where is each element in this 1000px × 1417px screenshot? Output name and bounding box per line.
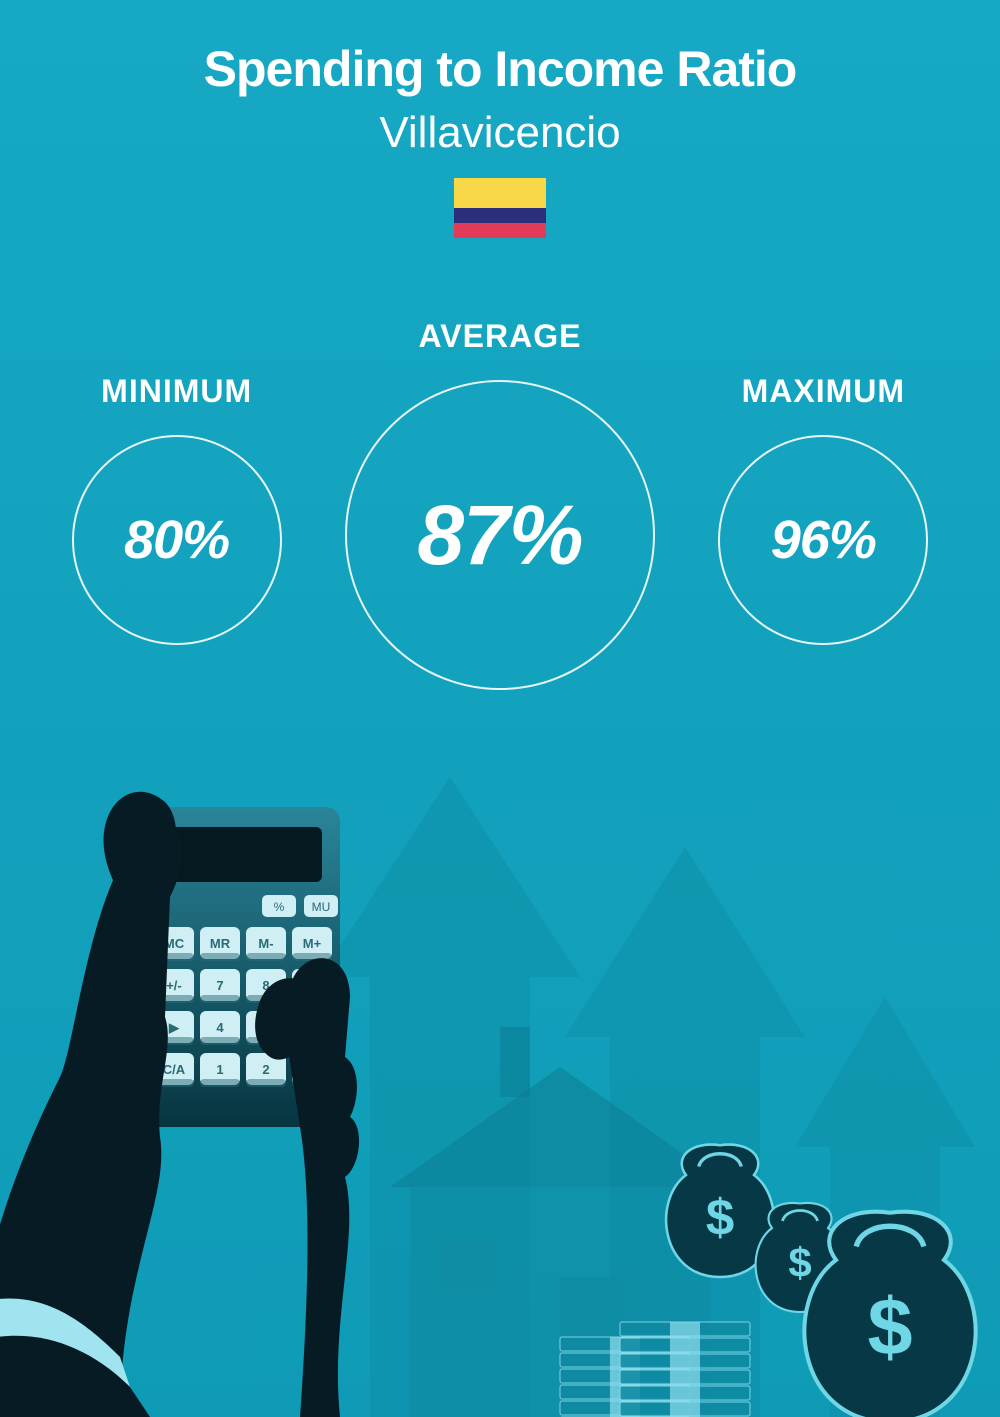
- finance-illustration: $ $ $% MU MC MR M- M+ +/- 7 8 9 ▶ 4 5 6 C/A 1 2 3: [0, 717, 1000, 1417]
- stat-circle-min: 80%: [72, 435, 282, 645]
- svg-text:5: 5: [262, 1020, 269, 1035]
- stat-avg: AVERAGE 87%: [345, 318, 655, 690]
- flag-stripe: [454, 208, 546, 223]
- svg-text:▶: ▶: [168, 1020, 180, 1035]
- svg-text:9: 9: [308, 978, 315, 993]
- svg-text:3: 3: [308, 1062, 315, 1077]
- stat-min: MINIMUM 80%: [72, 373, 282, 645]
- svg-text:C/A: C/A: [163, 1062, 186, 1077]
- stat-label-avg: AVERAGE: [419, 318, 582, 355]
- flag-icon: [454, 178, 546, 238]
- svg-text:2: 2: [262, 1062, 269, 1077]
- svg-text:M+: M+: [303, 936, 322, 951]
- stat-circle-avg: 87%: [345, 380, 655, 690]
- svg-text:6: 6: [308, 1020, 315, 1035]
- svg-text:MR: MR: [210, 936, 231, 951]
- svg-text:MC: MC: [164, 936, 185, 951]
- stat-label-min: MINIMUM: [101, 373, 252, 410]
- stat-value-avg: 87%: [417, 487, 582, 584]
- stat-circle-max: 96%: [718, 435, 928, 645]
- svg-text:7: 7: [216, 978, 223, 993]
- svg-text:8: 8: [262, 978, 269, 993]
- svg-text:$: $: [706, 1189, 734, 1246]
- flag-stripe: [454, 223, 546, 238]
- svg-text:$: $: [867, 1283, 912, 1373]
- stat-label-max: MAXIMUM: [742, 373, 905, 410]
- svg-text:$: $: [788, 1239, 811, 1286]
- svg-text:1: 1: [216, 1062, 223, 1077]
- svg-text:4: 4: [216, 1020, 224, 1035]
- flag-stripe: [454, 178, 546, 208]
- svg-text:%: %: [274, 900, 285, 914]
- stats-row: MINIMUM 80% AVERAGE 87% MAXIMUM 96%: [0, 318, 1000, 690]
- svg-text:M-: M-: [258, 936, 273, 951]
- header: Spending to Income Ratio Villavicencio: [0, 0, 1000, 238]
- stat-value-max: 96%: [771, 509, 876, 571]
- stat-max: MAXIMUM 96%: [718, 373, 928, 645]
- stat-value-min: 80%: [124, 509, 229, 571]
- svg-text:+/-: +/-: [166, 978, 182, 993]
- page-subtitle: Villavicencio: [0, 108, 1000, 158]
- page-title: Spending to Income Ratio: [0, 40, 1000, 98]
- svg-text:MU: MU: [312, 900, 331, 914]
